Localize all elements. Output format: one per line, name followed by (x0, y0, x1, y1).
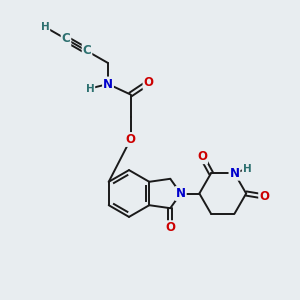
Text: N: N (230, 167, 239, 180)
Text: O: O (259, 190, 269, 203)
Text: H: H (40, 22, 50, 32)
Text: O: O (143, 76, 154, 89)
Text: H: H (243, 164, 251, 174)
Text: C: C (82, 44, 91, 58)
Text: O: O (197, 150, 207, 163)
Text: H: H (85, 83, 94, 94)
Text: N: N (103, 77, 113, 91)
Text: N: N (176, 187, 186, 200)
Text: O: O (165, 221, 175, 234)
Text: C: C (61, 32, 70, 46)
Text: O: O (125, 133, 136, 146)
